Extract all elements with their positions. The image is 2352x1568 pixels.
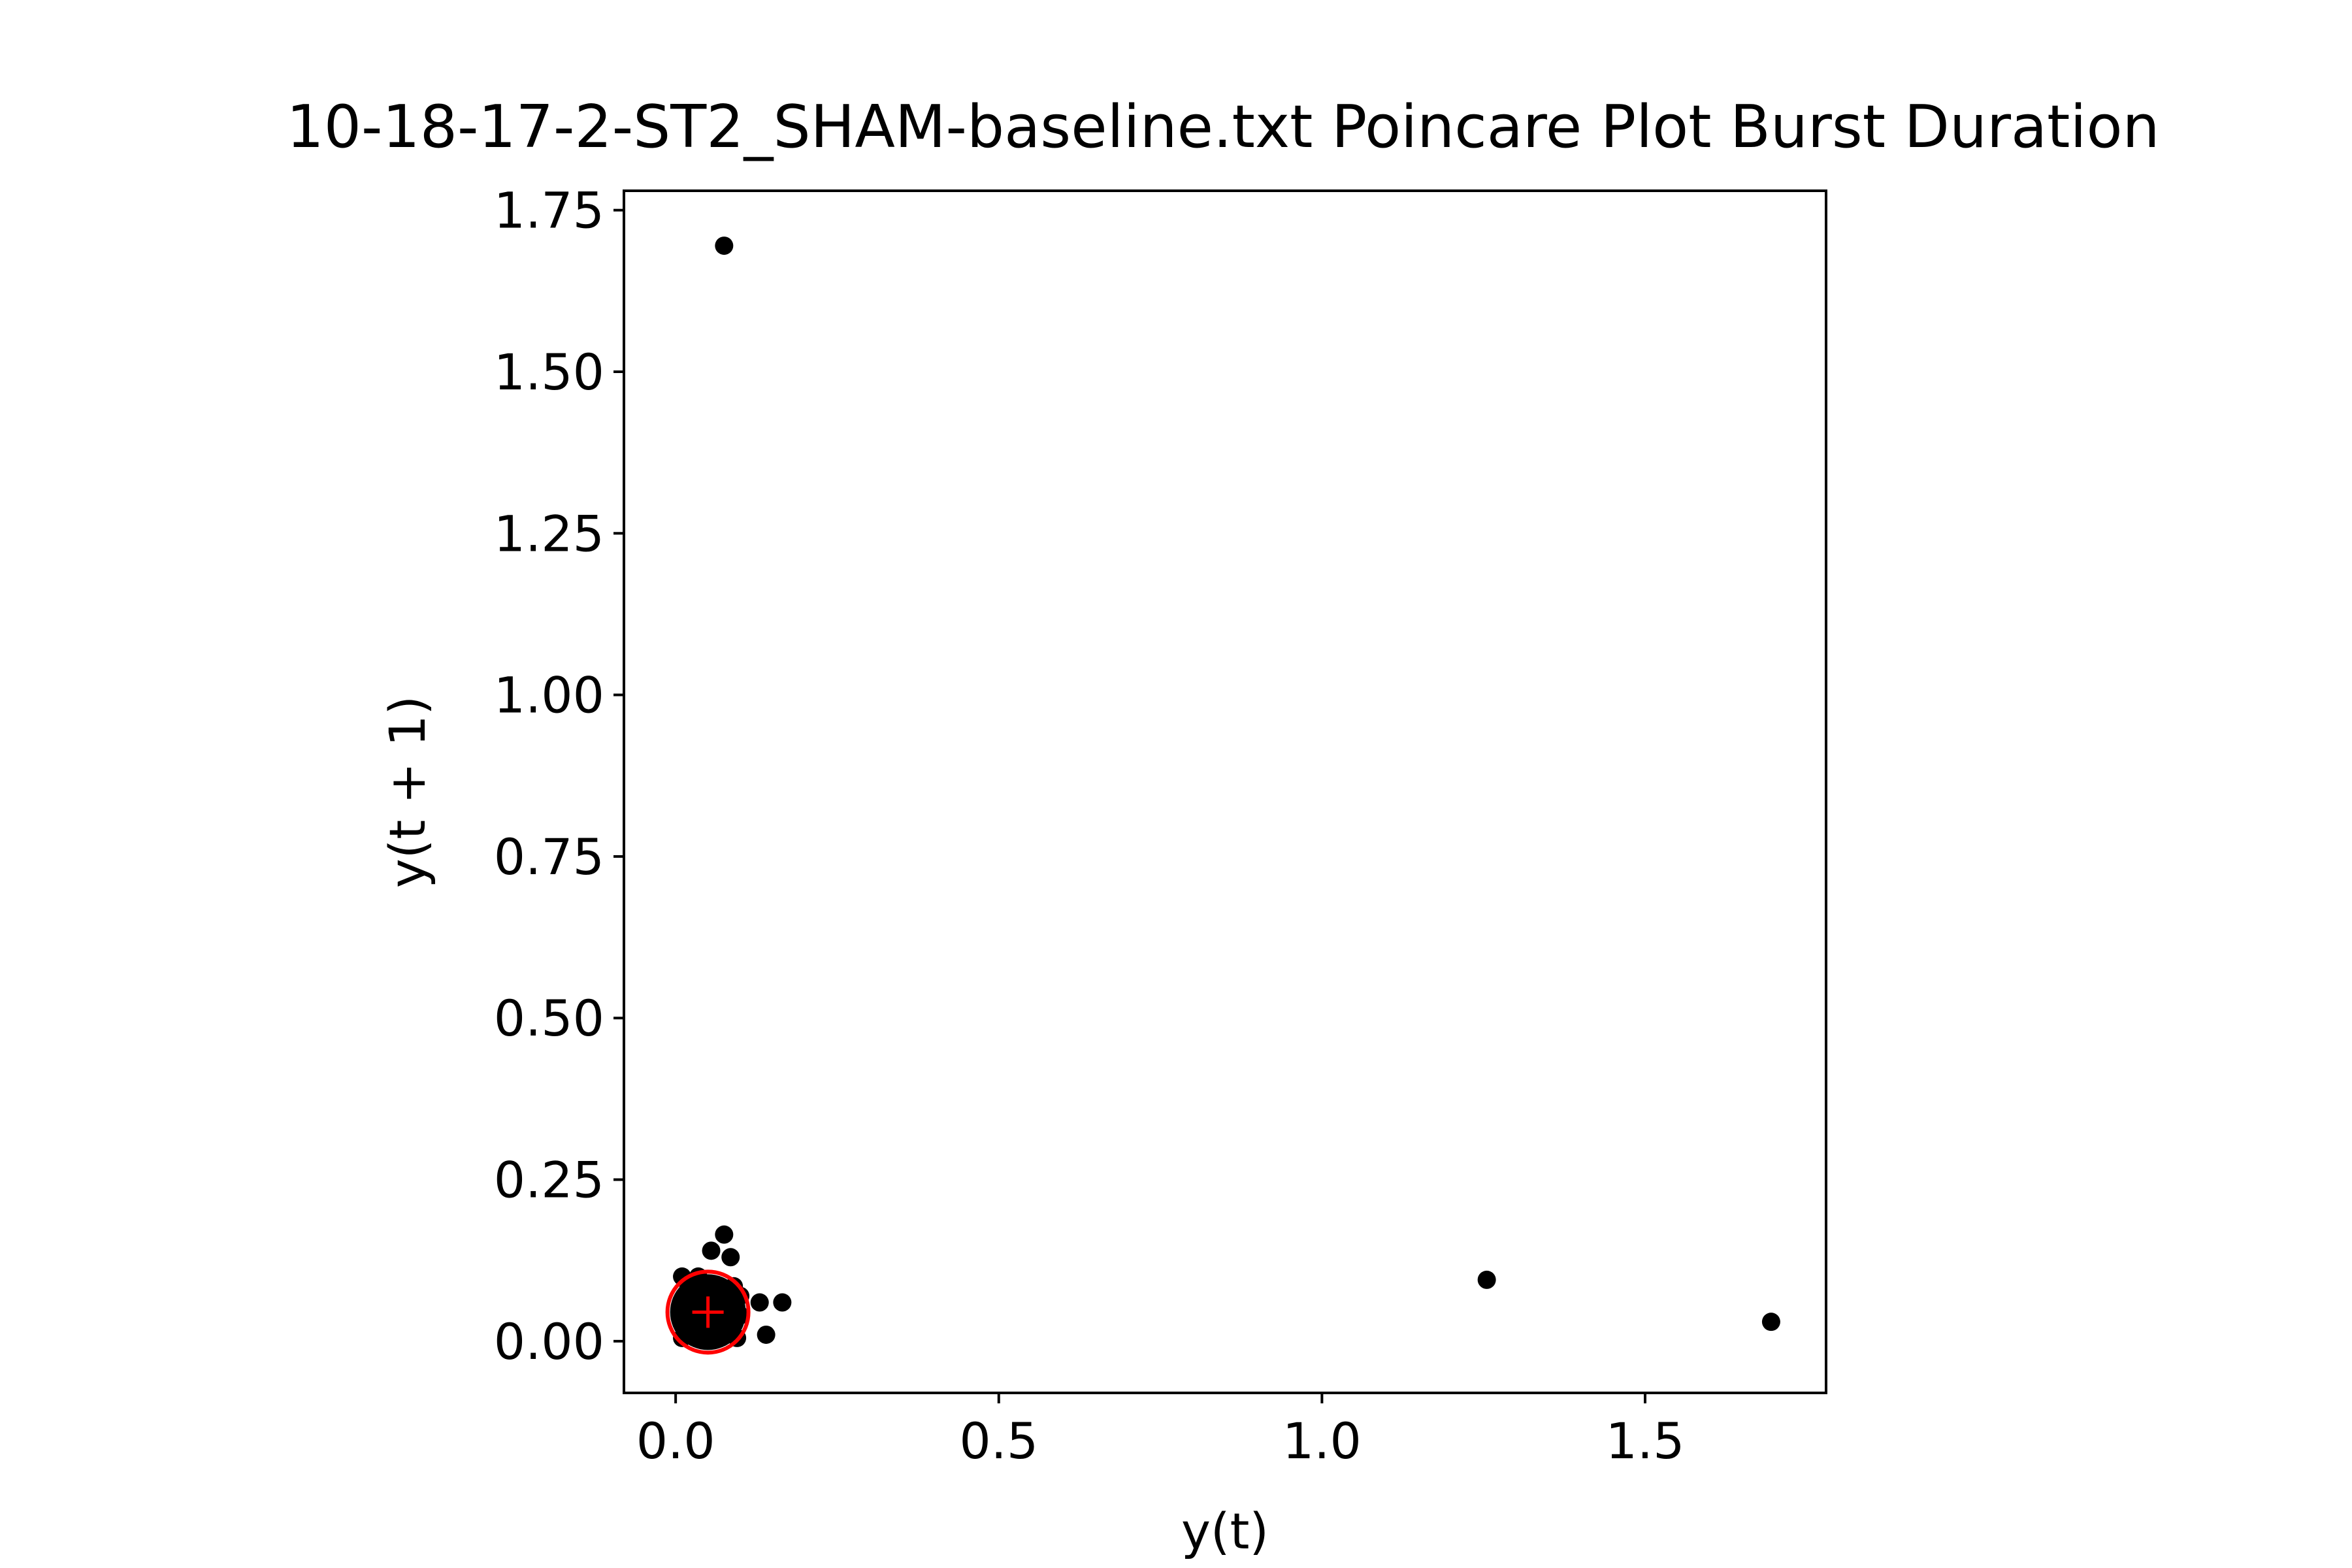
scatter-point xyxy=(750,1293,769,1312)
y-tick-label: 0.75 xyxy=(494,828,604,886)
scatter-point xyxy=(1761,1313,1780,1331)
chart-title: 10-18-17-2-ST2_SHAM-baseline.txt Poincar… xyxy=(286,93,2159,161)
y-tick-label: 1.00 xyxy=(494,666,604,725)
y-tick-label: 1.50 xyxy=(494,343,604,401)
scatter-point xyxy=(773,1293,792,1312)
y-tick-label: 1.75 xyxy=(494,182,604,240)
scatter-point xyxy=(1477,1270,1496,1289)
y-axis-ticks: 0.00 0.25 0.50 0.75 1.00 1.25 1.50 1.75 xyxy=(494,182,624,1371)
y-tick-label: 0.25 xyxy=(494,1151,604,1209)
y-tick-label: 1.25 xyxy=(494,504,604,563)
scatter-point xyxy=(715,237,734,255)
y-tick-label: 0.00 xyxy=(494,1313,604,1371)
mean-marker-circle xyxy=(665,1269,751,1355)
x-tick-label: 1.0 xyxy=(1282,1412,1362,1470)
x-axis-label: y(t) xyxy=(1181,1502,1269,1560)
scatter-point xyxy=(721,1248,740,1267)
x-tick-label: 0.0 xyxy=(636,1412,715,1470)
y-tick-label: 0.50 xyxy=(494,989,604,1047)
scatter-point xyxy=(715,1225,734,1244)
plot-area xyxy=(665,237,1780,1355)
y-axis-label: y(t + 1) xyxy=(378,696,436,888)
scatter-point xyxy=(757,1325,776,1344)
mean-marker-layer xyxy=(665,1269,751,1355)
axes-frame xyxy=(623,189,1827,1394)
scatter-point xyxy=(702,1241,721,1260)
x-tick-label: 0.5 xyxy=(959,1412,1038,1470)
x-tick-label: 1.5 xyxy=(1606,1412,1685,1470)
x-axis-ticks: 0.0 0.5 1.0 1.5 xyxy=(636,1393,1685,1470)
